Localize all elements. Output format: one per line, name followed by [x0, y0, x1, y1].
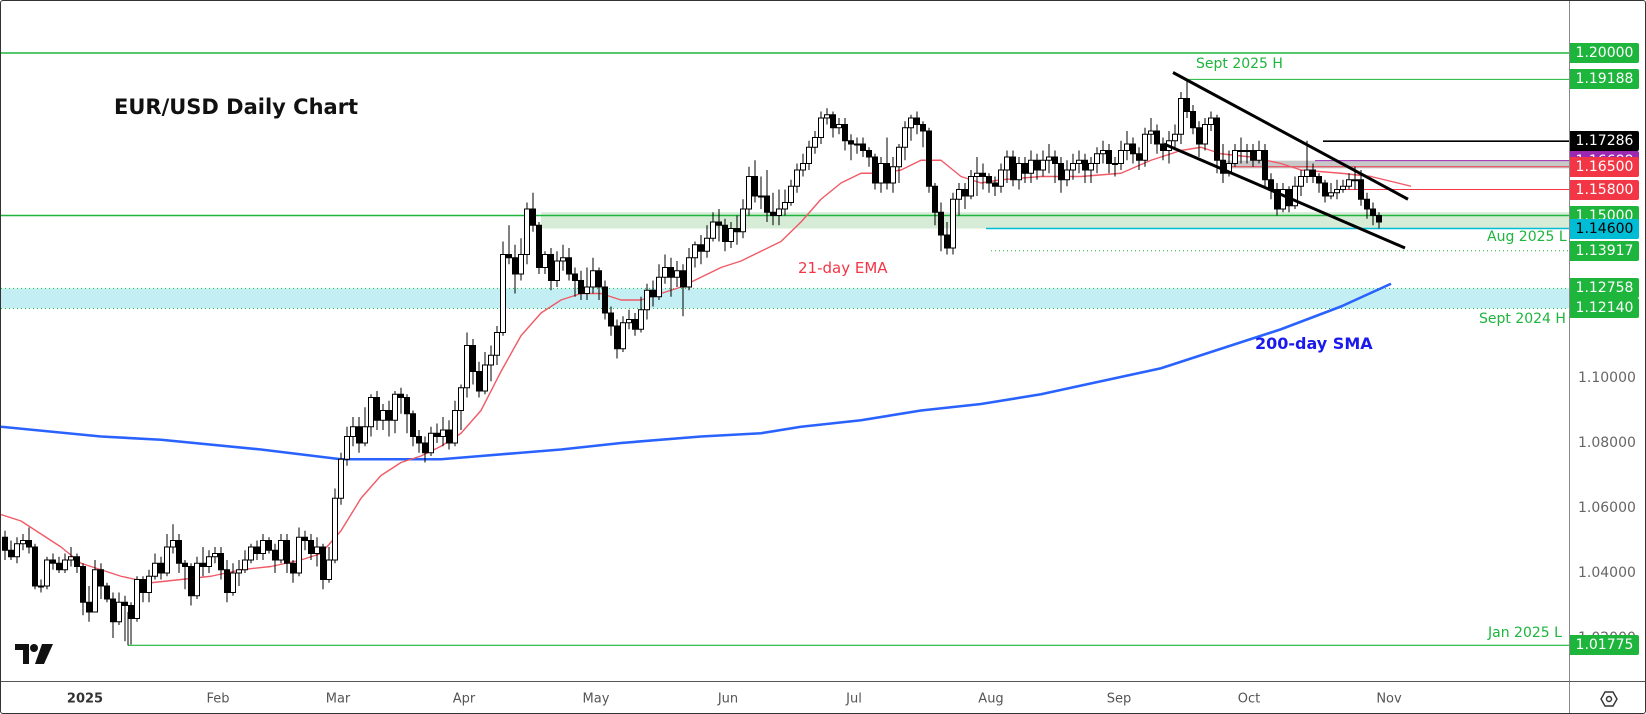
- time-label-may: May: [582, 691, 610, 707]
- price-tag-1.20000: 1.20000: [1570, 43, 1639, 63]
- sma-label: 200-day SMA: [1255, 334, 1373, 353]
- price-chart-canvas[interactable]: [1, 1, 1569, 681]
- time-label-2025: 2025: [66, 691, 104, 707]
- aug-2025-low-label: Aug 2025 L: [1487, 229, 1567, 245]
- price-tag-1.17286: 1.17286: [1570, 131, 1639, 152]
- price-tick-1.04000: 1.04000: [1578, 565, 1636, 581]
- time-label-sep: Sep: [1106, 691, 1132, 707]
- time-label-oct: Oct: [1237, 691, 1261, 707]
- chart-title: EUR/USD Daily Chart: [114, 95, 359, 119]
- price-tag-1.01775: 1.01775: [1570, 635, 1639, 656]
- price-tag-1.16500: 1.16500: [1570, 156, 1639, 177]
- time-axis[interactable]: 2025 Feb Mar Apr May Jun Jul Aug Sep Oct…: [1, 681, 1569, 713]
- settings-gear-icon[interactable]: [1599, 689, 1619, 713]
- sept-2025-high-label: Sept 2025 H: [1196, 56, 1283, 72]
- time-label-jul: Jul: [846, 691, 862, 707]
- time-label-mar: Mar: [325, 691, 351, 707]
- sept-2024-high-label: Sept 2024 H: [1479, 311, 1566, 327]
- price-tick-1.10000: 1.10000: [1578, 370, 1636, 386]
- sma-200-line: [1, 282, 1392, 461]
- price-tag-1.15800: 1.15800: [1570, 179, 1639, 200]
- axis-corner: [1569, 681, 1645, 713]
- jan-2025-low-label: Jan 2025 L: [1488, 625, 1562, 641]
- price-tick-1.08000: 1.08000: [1578, 435, 1636, 451]
- support-resistance-zones: [1, 160, 1569, 309]
- price-tag-1.12140: 1.12140: [1570, 298, 1639, 319]
- price-tag-1.19188: 1.19188: [1570, 69, 1639, 90]
- time-label-aug: Aug: [978, 691, 1004, 707]
- price-tag-1.12758: 1.12758: [1570, 278, 1639, 299]
- time-label-jun: Jun: [717, 691, 739, 707]
- time-label-apr: Apr: [452, 691, 476, 707]
- time-label-feb: Feb: [206, 691, 230, 707]
- price-tag-1.13917: 1.13917: [1570, 240, 1639, 261]
- time-label-nov: Nov: [1376, 691, 1402, 707]
- ema-label: 21-day EMA: [798, 259, 888, 277]
- descending-channel: [1163, 71, 1409, 250]
- price-tick-1.06000: 1.06000: [1578, 500, 1636, 516]
- price-tag-1.14600: 1.14600: [1570, 218, 1639, 239]
- candlestick-series: [2, 79, 1382, 645]
- tradingview-logo-icon: [15, 643, 53, 669]
